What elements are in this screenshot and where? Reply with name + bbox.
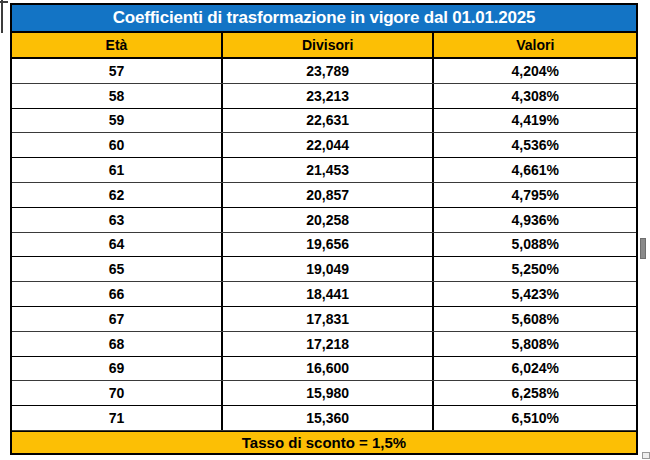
scrollbar-thumb[interactable] xyxy=(640,238,646,259)
column-header-divisori: Divisori xyxy=(223,33,435,57)
cell-divisor: 18,441 xyxy=(223,282,435,306)
cell-age: 71 xyxy=(12,406,223,430)
table-row: 61 21,453 4,661% xyxy=(12,158,636,183)
table-row: 57 23,789 4,204% xyxy=(12,59,636,84)
column-header-valori: Valori xyxy=(434,33,636,57)
table-row: 64 19,656 5,088% xyxy=(12,233,636,258)
table-row: 60 22,044 4,536% xyxy=(12,133,636,158)
table-row: 66 18,441 5,423% xyxy=(12,282,636,307)
cropped-border-artifact xyxy=(0,1,8,3)
cell-value: 6,024% xyxy=(434,357,636,381)
cell-age: 60 xyxy=(12,133,223,157)
cell-value: 4,308% xyxy=(434,84,636,108)
cell-age: 63 xyxy=(12,208,223,232)
discount-rate-note: Tasso di sconto = 1,5% xyxy=(12,431,636,453)
cell-value: 5,808% xyxy=(434,332,636,356)
table-row: 71 15,360 6,510% xyxy=(12,406,636,431)
table-row: 69 16,600 6,024% xyxy=(12,357,636,382)
cell-value: 5,423% xyxy=(434,282,636,306)
cell-divisor: 20,258 xyxy=(223,208,435,232)
cell-divisor: 19,049 xyxy=(223,257,435,281)
cell-value: 4,419% xyxy=(434,109,636,133)
cropped-border-artifact xyxy=(1,0,3,33)
cell-age: 67 xyxy=(12,307,223,331)
table-row: 70 15,980 6,258% xyxy=(12,381,636,406)
cell-age: 57 xyxy=(12,59,223,83)
cell-age: 69 xyxy=(12,357,223,381)
cell-age: 65 xyxy=(12,257,223,281)
cell-divisor: 23,213 xyxy=(223,84,435,108)
cell-divisor: 15,980 xyxy=(223,381,435,405)
cell-age: 58 xyxy=(12,84,223,108)
cell-divisor: 23,789 xyxy=(223,59,435,83)
table-row: 58 23,213 4,308% xyxy=(12,84,636,109)
cell-divisor: 22,631 xyxy=(223,109,435,133)
cell-value: 5,250% xyxy=(434,257,636,281)
cell-divisor: 19,656 xyxy=(223,233,435,257)
cell-age: 62 xyxy=(12,183,223,207)
table-row: 68 17,218 5,808% xyxy=(12,332,636,357)
cell-age: 70 xyxy=(12,381,223,405)
cell-value: 6,258% xyxy=(434,381,636,405)
cell-divisor: 17,831 xyxy=(223,307,435,331)
cell-divisor: 20,857 xyxy=(223,183,435,207)
table-title: Coefficienti di trasformazione in vigore… xyxy=(12,5,636,33)
table-row: 62 20,857 4,795% xyxy=(12,183,636,208)
table-row: 63 20,258 4,936% xyxy=(12,208,636,233)
table-row: 65 19,049 5,250% xyxy=(12,257,636,282)
column-header-eta: Età xyxy=(12,33,223,57)
coefficients-table: Coefficienti di trasformazione in vigore… xyxy=(10,3,638,455)
cell-divisor: 22,044 xyxy=(223,133,435,157)
cell-value: 4,936% xyxy=(434,208,636,232)
cell-age: 59 xyxy=(12,109,223,133)
cell-divisor: 16,600 xyxy=(223,357,435,381)
cell-value: 6,510% xyxy=(434,406,636,430)
cell-value: 4,204% xyxy=(434,59,636,83)
cell-age: 61 xyxy=(12,158,223,182)
column-header-row: Età Divisori Valori xyxy=(12,33,636,59)
cell-age: 66 xyxy=(12,282,223,306)
cell-value: 5,088% xyxy=(434,233,636,257)
cell-divisor: 15,360 xyxy=(223,406,435,430)
cell-value: 4,795% xyxy=(434,183,636,207)
cell-divisor: 21,453 xyxy=(223,158,435,182)
cell-value: 4,661% xyxy=(434,158,636,182)
cropped-corner-artifact xyxy=(642,452,650,459)
table-row: 67 17,831 5,608% xyxy=(12,307,636,332)
table-row: 59 22,631 4,419% xyxy=(12,109,636,134)
cell-age: 64 xyxy=(12,233,223,257)
cell-value: 4,536% xyxy=(434,133,636,157)
cell-age: 68 xyxy=(12,332,223,356)
cell-divisor: 17,218 xyxy=(223,332,435,356)
cell-value: 5,608% xyxy=(434,307,636,331)
